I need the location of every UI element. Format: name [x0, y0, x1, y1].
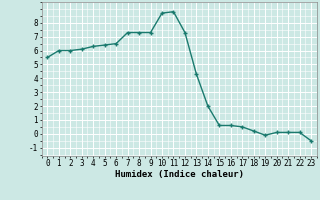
- X-axis label: Humidex (Indice chaleur): Humidex (Indice chaleur): [115, 170, 244, 179]
